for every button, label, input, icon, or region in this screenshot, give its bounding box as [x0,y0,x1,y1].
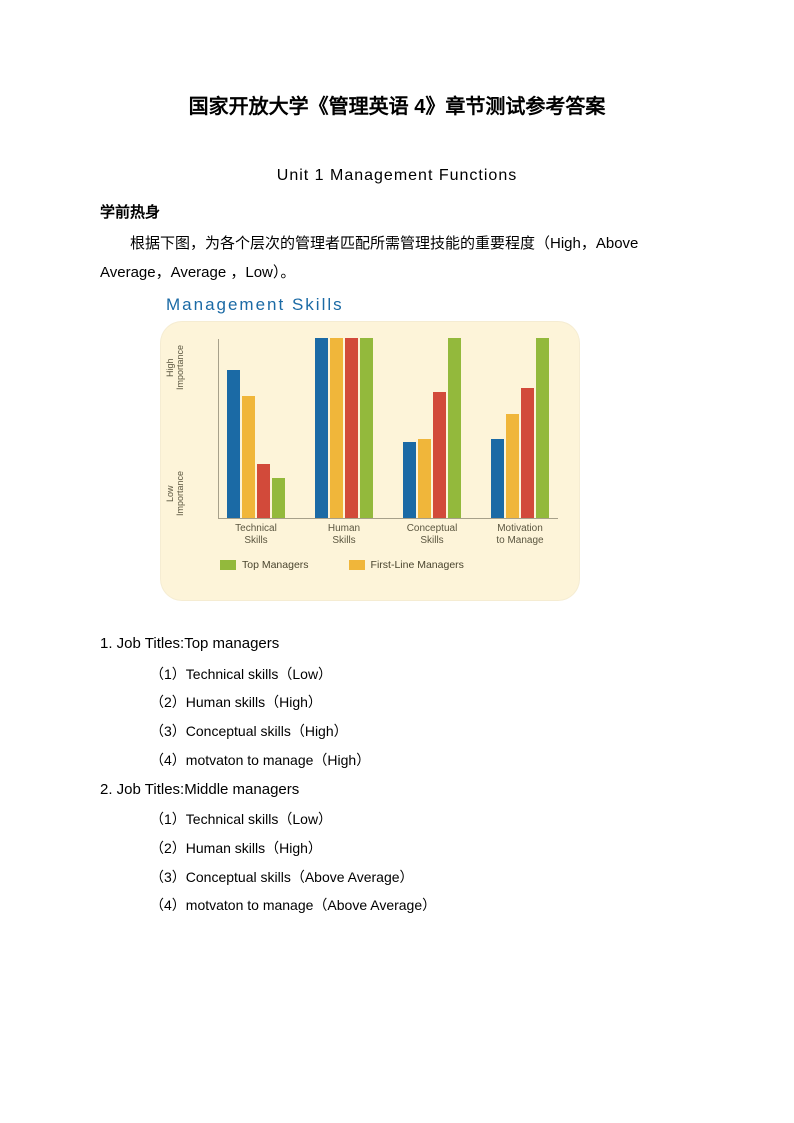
answer-item: （3）Conceptual skills（Above Average） [150,863,694,892]
answer-item: （3）Conceptual skills（High） [150,717,694,746]
legend-item: Top Managers [220,559,309,571]
answer-item: （4）motvaton to manage（Above Average） [150,891,694,920]
bar [360,338,373,518]
bar [403,442,416,518]
bar [315,338,328,518]
bar [345,338,358,518]
bar [257,464,270,518]
y-axis-high-label: HighImportance [166,345,186,390]
answer-item: （2）Human skills（High） [150,834,694,863]
chart-canvas: HighImportance LowImportance Top Manager… [160,321,580,601]
answer-item: （1）Technical skills（Low） [150,660,694,689]
bar [242,396,255,518]
legend-swatch [349,560,365,570]
bar [418,439,431,518]
bar-cluster [315,339,387,518]
bar-cluster [227,339,299,518]
bar [227,370,240,518]
bar [536,338,549,518]
legend-swatch [220,560,236,570]
bar [491,439,504,518]
legend-label: First-Line Managers [371,559,464,571]
legend-item: First-Line Managers [349,559,464,571]
chart-legend: Top Managers First-Line Managers [220,559,560,571]
plot-area [218,339,558,519]
bar [448,338,461,518]
doc-title: 国家开放大学《管理英语 4》章节测试参考答案 [100,90,694,119]
y-axis-low-label: LowImportance [166,471,186,516]
bar-cluster [491,339,563,518]
question-title: 1. Job Titles:Top managers [100,629,694,660]
x-category-label: ConceptualSkills [394,523,470,546]
x-category-label: Motivationto Manage [482,523,558,546]
x-category-label: TechnicalSkills [218,523,294,546]
answer-item: （2）Human skills（High） [150,688,694,717]
instructions: 根据下图，为各个层次的管理者匹配所需管理技能的重要程度（High，Above A… [100,230,694,287]
chart-container: Management Skills HighImportance LowImpo… [160,295,590,601]
bar [433,392,446,518]
answers-section: 1. Job Titles:Top managers（1）Technical s… [100,629,694,920]
bar [506,414,519,518]
chart-title: Management Skills [166,295,590,315]
x-category-label: HumanSkills [306,523,382,546]
legend-label: Top Managers [242,559,309,571]
bar [272,478,285,518]
unit-title: Unit 1 Management Functions [100,167,694,185]
answer-item: （4）motvaton to manage（High） [150,746,694,775]
bar [521,388,534,518]
bar [330,338,343,518]
answer-item: （1）Technical skills（Low） [150,805,694,834]
question-title: 2. Job Titles:Middle managers [100,775,694,806]
section-head: 学前热身 [100,201,694,222]
bar-cluster [403,339,475,518]
